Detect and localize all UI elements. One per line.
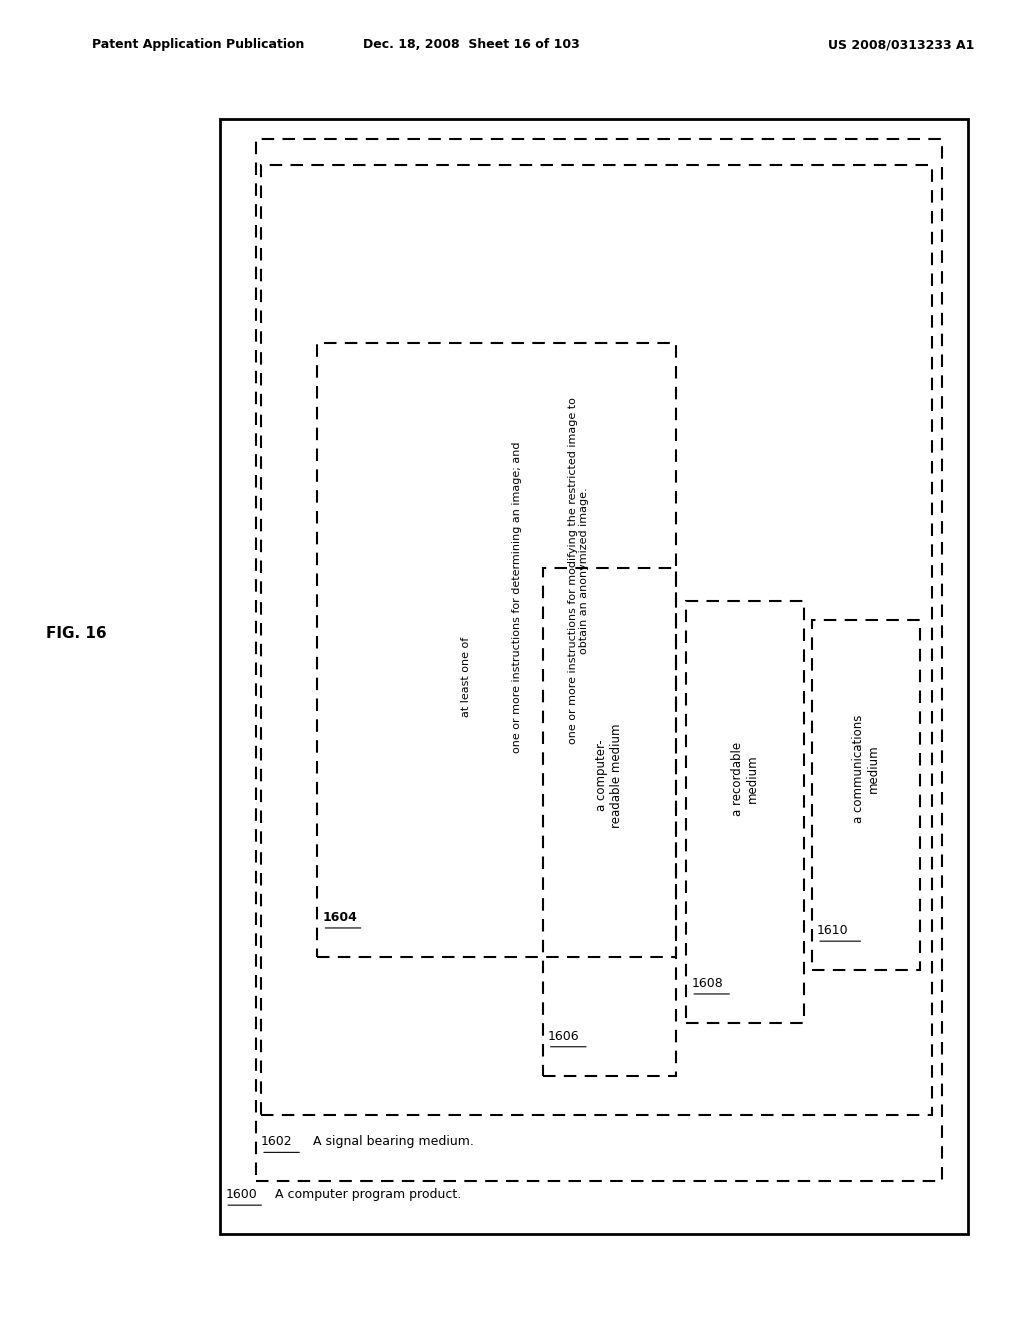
Bar (317, 343, 676, 957)
Text: Patent Application Publication: Patent Application Publication (92, 38, 304, 51)
Bar (220, 119, 968, 1234)
Text: a computer-
readable medium: a computer- readable medium (595, 723, 624, 828)
Text: a recordable
medium: a recordable medium (731, 742, 759, 816)
Text: 1610: 1610 (817, 924, 849, 937)
Text: 1606: 1606 (548, 1030, 580, 1043)
Text: A computer program product.: A computer program product. (271, 1188, 462, 1201)
Bar (543, 568, 676, 1076)
Text: 1604: 1604 (323, 911, 357, 924)
Bar (261, 165, 932, 1115)
Text: at least one of: at least one of (461, 636, 471, 717)
Text: A signal bearing medium.: A signal bearing medium. (309, 1135, 474, 1148)
Text: Dec. 18, 2008  Sheet 16 of 103: Dec. 18, 2008 Sheet 16 of 103 (362, 38, 580, 51)
Text: one or more instructions for determining an image; and: one or more instructions for determining… (512, 442, 522, 752)
Text: 1600: 1600 (225, 1188, 257, 1201)
Bar (256, 139, 942, 1181)
Text: a communications
medium: a communications medium (852, 714, 880, 824)
Bar (686, 601, 804, 1023)
Text: FIG. 16: FIG. 16 (46, 626, 108, 642)
Text: one or more instructions for modifying the restricted image to
obtain an anonymi: one or more instructions for modifying t… (567, 397, 590, 744)
Text: 1602: 1602 (261, 1135, 293, 1148)
Text: 1608: 1608 (691, 977, 723, 990)
Bar (812, 620, 920, 970)
Text: US 2008/0313233 A1: US 2008/0313233 A1 (828, 38, 974, 51)
